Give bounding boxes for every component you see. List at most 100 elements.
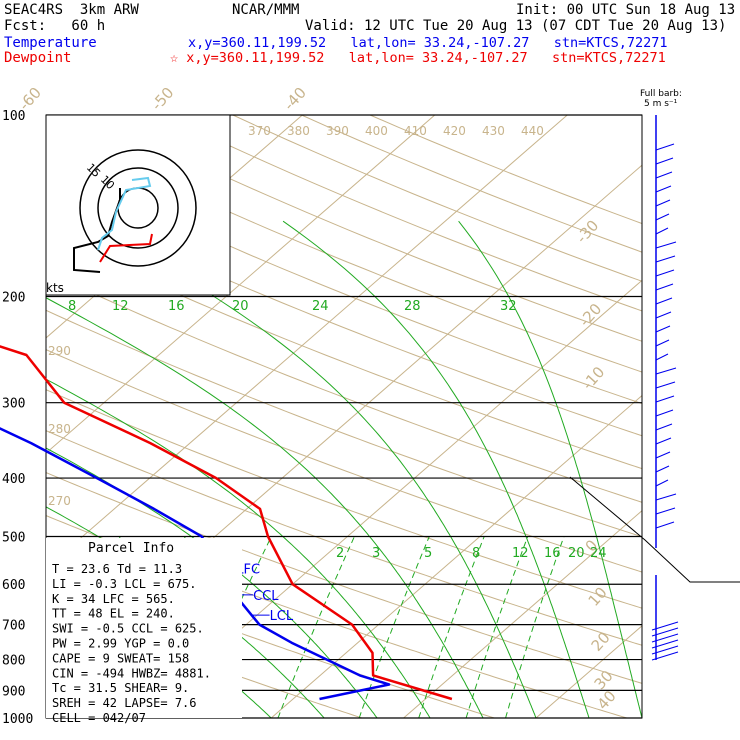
dry-adiabat-360 [46,309,642,538]
mixing-ratio-upper-label-24: 24 [312,299,329,314]
mixing-ratio-lower-label-3: 3 [372,546,380,561]
theta-side-label-280: 280 [48,422,71,436]
mixing-ratio-12 [358,536,430,718]
pressure-tick-800: 800 [2,654,25,669]
isotherm--30 [46,115,436,454]
moist-adiabat-26 [46,297,484,718]
plot-frame [45,114,643,719]
parcel-info-row: Tc = 31.5 SHEAR= 9. [52,681,189,695]
legend-temperature-label: Temperature [4,35,97,51]
wind-barb [655,493,677,501]
dry-adiabat-460 [369,115,642,225]
wind-barb [655,297,673,305]
parcel-info-row: LI = -0.3 LCL = 675. [52,577,197,591]
isotherm-20 [403,510,642,718]
parcel-info-row: SREH = 42 LAPSE= 7.6 [52,696,197,710]
wind-barb-lower [651,651,679,661]
wind-barb [655,451,671,459]
mixing-ratio-upper-label-12: 12 [112,299,129,314]
wind-barb [655,269,675,277]
mixing-ratio-lower-label-5: 5 [424,546,432,561]
isotherm-label--20: -20 [576,300,606,330]
barb-header-line2: 5 m s⁻¹ [644,99,678,109]
wind-barb [655,423,673,431]
wind-barb [655,227,669,235]
dry-adiabat-350 [46,349,642,573]
isotherm-40 [669,115,740,718]
wind-barb-lower [651,645,679,655]
wind-barb [655,283,674,291]
forecast-hour: Fcst: 60 h [4,18,106,34]
isotherm-10 [270,394,642,718]
pressure-tick-600: 600 [2,578,25,593]
theta-side-label-290: 290 [48,344,71,358]
pressure-tick-400: 400 [2,472,25,487]
mixing-ratio-lower-label-2: 2 [336,546,344,561]
wind-barb [655,507,676,515]
wind-barb [655,367,677,375]
annotation-lcl: LCL [270,609,294,624]
hodograph-frame [45,114,231,296]
isotherm-label-10: 10 [585,584,611,610]
parcel-info-row: SWI = -0.5 CCL = 625. [52,622,204,636]
pressure-tick-300: 300 [2,397,25,412]
theta-label-380: 380 [287,124,310,138]
series-dewpoint [0,427,391,701]
wind-barb-lower [651,639,679,649]
hodograph-trace-red [99,233,153,263]
dry-adiabat-380 [46,233,642,470]
parcel-info-row: CAPE = 9 SWEAT= 158 [52,651,189,665]
theta-label-390: 390 [326,124,349,138]
legend-dewpoint-info: ☆ x,y=360.11,199.52 lat,lon= 33.24,-107.… [170,50,666,66]
wind-barb-lower [651,627,679,637]
dry-adiabat-430 [164,115,642,312]
pressure-tick-100: 100 [2,109,25,124]
theta-label-370: 370 [248,124,271,138]
dry-adiabat-390 [46,196,642,437]
mixing-ratio-20 [465,536,529,718]
theta-label-430: 430 [482,124,505,138]
isotherm-label--50: -50 [148,84,178,114]
moist-adiabat-38 [458,220,642,718]
isotherm--20 [46,115,568,569]
parcel-info-title: Parcel Info [88,541,174,556]
parcel-info-bg [46,538,242,718]
wind-barb [655,479,669,487]
mixing-ratio-upper-label-16: 16 [168,299,185,314]
lower-right-frame [569,476,740,583]
isotherm-label-20: 20 [588,629,614,655]
annotation-lfc: LFC [236,562,260,577]
pressure-tick-500: 500 [2,530,25,545]
pressure-tick-1000: 1000 [2,712,33,727]
pressure-tick-700: 700 [2,619,25,634]
wind-barb [655,255,676,263]
wind-barb [655,381,676,389]
wind-barb [655,353,669,361]
theta-side-label-270: 270 [48,494,71,508]
mixing-ratio-lower-label-12: 12 [512,546,529,561]
dry-adiabat-440 [232,115,642,282]
pressure-tick-900: 900 [2,684,25,699]
dry-adiabat-400 [46,159,642,405]
theta-label-410: 410 [404,124,427,138]
mixing-ratio-lower-label-20: 20 [568,546,585,561]
mixing-ratio-24 [505,536,565,718]
parcel-info-row: CIN = -494 HWBZ= 4881. [52,666,211,680]
parcel-info-row: TT = 48 EL = 240. [52,607,175,621]
parcel-info-row: PW = 2.99 YGP = 0.0 [52,637,189,651]
dry-adiabat-410 [46,124,642,373]
dry-adiabat-340 [46,389,642,609]
init-time: Init: 00 UTC Sun 18 Aug 13 [516,2,736,18]
mixing-ratio-upper-label-28: 28 [404,299,421,314]
mixing-ratio-16 [418,536,485,718]
theta-label-440: 440 [521,124,544,138]
wind-barb [655,521,675,529]
wind-barb-lower [651,621,679,631]
hodograph-ring-2 [79,149,197,267]
series-temperature [0,345,453,701]
wind-barb-lower [651,633,679,643]
hodograph-trace-cyan [97,176,152,251]
mixing-ratio-lower-label-24: 24 [590,546,607,561]
